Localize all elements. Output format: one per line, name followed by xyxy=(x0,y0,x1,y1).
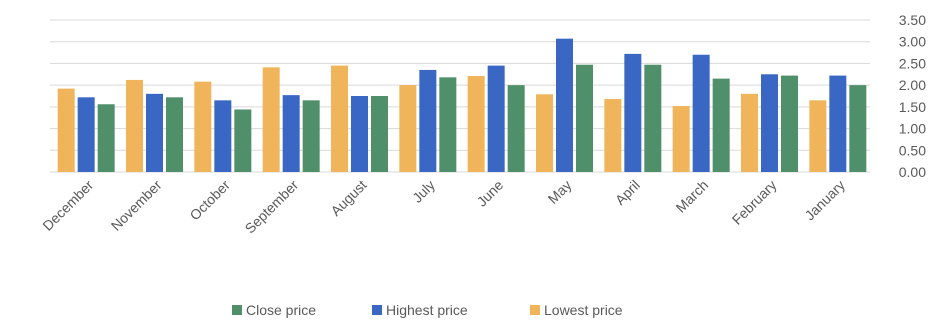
bar-lowest-price xyxy=(467,76,485,172)
bar-close-price xyxy=(166,97,183,172)
gridlines xyxy=(50,19,870,173)
bar-close-price xyxy=(234,109,252,172)
bar-highest-price xyxy=(761,74,778,172)
x-category-label: October xyxy=(186,177,233,224)
x-axis: December November October September August Ju… xyxy=(39,177,848,237)
legend-swatch xyxy=(232,305,242,315)
legend-label: Close price xyxy=(246,302,316,318)
bar-lowest-price xyxy=(741,93,758,172)
y-tick-label: 0.00 xyxy=(899,164,926,180)
bar-close-price xyxy=(849,85,867,172)
bar-lowest-price xyxy=(331,65,348,172)
bar-close-price xyxy=(712,78,730,172)
bar-close-price xyxy=(371,96,388,172)
bar-highest-price xyxy=(77,97,95,172)
x-category-label: July xyxy=(409,177,438,206)
bar-highest-price xyxy=(692,54,710,172)
bar-lowest-price xyxy=(809,100,827,172)
y-tick-label: 0.50 xyxy=(899,142,926,158)
bar-highest-price xyxy=(487,65,505,172)
bar-lowest-price xyxy=(672,105,690,172)
bar-highest-price xyxy=(214,100,232,172)
x-category-label: September xyxy=(242,177,302,237)
x-category-label: June xyxy=(474,177,507,210)
bar-lowest-price xyxy=(194,81,212,172)
bar-close-price xyxy=(781,75,798,172)
legend-item: Lowest price xyxy=(530,302,623,318)
bar-highest-price xyxy=(419,69,437,172)
y-tick-label: 2.00 xyxy=(899,77,926,93)
y-axis: 0.00 0.50 1.00 1.50 2.00 2.50 3.00 3.50 xyxy=(899,12,926,180)
y-tick-label: 1.50 xyxy=(899,99,926,115)
bar-close-price xyxy=(576,64,593,172)
bar-highest-price xyxy=(146,93,163,172)
bar-lowest-price xyxy=(536,94,553,172)
y-tick-label: 3.00 xyxy=(899,34,926,50)
bar-lowest-price xyxy=(604,99,622,172)
bar-highest-price xyxy=(351,96,368,172)
legend-label: Lowest price xyxy=(544,302,623,318)
legend-item: Close price xyxy=(232,302,316,318)
legend-item: Highest price xyxy=(372,302,468,318)
bars xyxy=(57,38,867,173)
bar-close-price xyxy=(97,104,115,172)
x-category-label: May xyxy=(545,177,575,207)
x-category-label: November xyxy=(108,177,165,234)
bar-highest-price xyxy=(556,38,573,172)
y-tick-label: 1.00 xyxy=(899,121,926,137)
legend-swatch xyxy=(530,305,540,315)
bar-lowest-price xyxy=(57,88,75,172)
x-category-label: December xyxy=(39,177,96,234)
bar-lowest-price xyxy=(262,67,280,172)
bar-lowest-price xyxy=(126,79,143,172)
legend-swatch xyxy=(372,305,382,315)
legend: Close price Highest price Lowest price xyxy=(232,302,623,318)
bar-close-price xyxy=(507,85,525,172)
x-category-label: January xyxy=(801,177,848,224)
x-category-label: August xyxy=(327,177,369,219)
bar-highest-price xyxy=(624,53,642,173)
x-category-label: February xyxy=(729,177,780,228)
x-category-label: March xyxy=(672,177,711,216)
bar-lowest-price xyxy=(399,85,417,172)
x-category-label: April xyxy=(612,177,643,208)
y-tick-label: 3.50 xyxy=(899,12,926,28)
legend-label: Highest price xyxy=(386,302,468,318)
bar-highest-price xyxy=(829,75,847,172)
bar-close-price xyxy=(439,77,457,172)
y-tick-label: 2.50 xyxy=(899,55,926,71)
bar-highest-price xyxy=(282,95,300,172)
bar-close-price xyxy=(644,64,662,172)
bar-close-price xyxy=(302,100,320,172)
